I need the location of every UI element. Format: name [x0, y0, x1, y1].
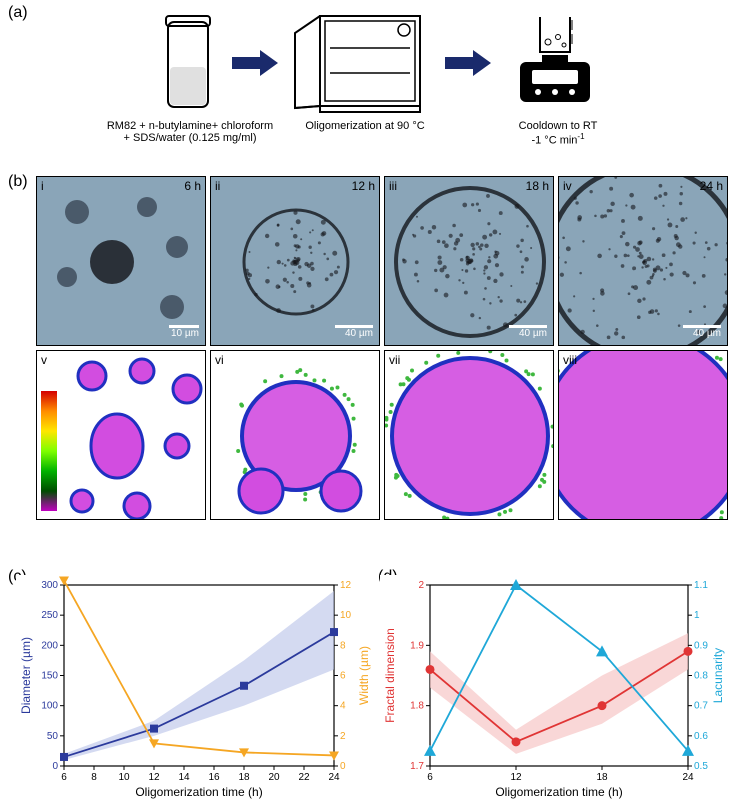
svg-text:18: 18 — [238, 772, 250, 783]
svg-text:1.8: 1.8 — [410, 701, 424, 712]
svg-text:0: 0 — [52, 761, 58, 772]
svg-text:250: 250 — [41, 610, 58, 621]
svg-text:24: 24 — [682, 772, 694, 783]
svg-text:1.5: 1.5 — [59, 474, 71, 483]
svg-text:24: 24 — [328, 772, 340, 783]
svg-text:8: 8 — [340, 640, 346, 651]
micrograph-ii: ii12 h40 µm — [210, 176, 380, 346]
svg-text:2.0: 2.0 — [59, 502, 71, 511]
svg-text:20: 20 — [268, 772, 280, 783]
svg-text:16: 16 — [208, 772, 220, 783]
svg-text:1: 1 — [694, 610, 700, 621]
svg-text:0.6: 0.6 — [694, 731, 708, 742]
fractal-vii: vii — [384, 350, 554, 520]
svg-text:200: 200 — [41, 640, 58, 651]
svg-text:0: 0 — [340, 761, 346, 772]
svg-text:50: 50 — [47, 731, 59, 742]
svg-text:4: 4 — [340, 701, 346, 712]
svg-text:0.9: 0.9 — [694, 640, 708, 651]
panel-b-label: (b) — [8, 173, 28, 191]
vial-icon — [158, 12, 218, 117]
svg-text:0.5: 0.5 — [694, 761, 708, 772]
svg-text:22: 22 — [298, 772, 310, 783]
svg-text:0.5: 0.5 — [59, 418, 71, 427]
panel-a-label: (a) — [8, 4, 28, 22]
svg-text:8: 8 — [91, 772, 97, 783]
svg-text:10: 10 — [118, 772, 130, 783]
svg-text:0: 0 — [59, 390, 64, 399]
svg-text:18: 18 — [596, 772, 608, 783]
svg-text:6: 6 — [61, 772, 67, 783]
svg-text:12: 12 — [510, 772, 522, 783]
svg-text:Fractal dimension: Fractal dimension — [383, 628, 397, 723]
svg-text:300: 300 — [41, 580, 58, 591]
svg-text:14: 14 — [178, 772, 190, 783]
chart-d: 6 12 18 24 1.7 1.8 1.9 2 0.5 0.6 0.7 0.8 0.9 1 1.1 Olig… — [380, 575, 730, 800]
svg-text:Width (µm): Width (µm) — [357, 646, 371, 705]
svg-text:Oligomerization time (h): Oligomerization time (h) — [135, 785, 262, 799]
svg-text:10: 10 — [340, 610, 352, 621]
svg-text:Lacunarity: Lacunarity — [711, 648, 725, 703]
svg-text:150: 150 — [41, 671, 58, 682]
svg-text:12: 12 — [148, 772, 160, 783]
svg-text:100: 100 — [41, 701, 58, 712]
svg-text:1.1: 1.1 — [694, 580, 708, 591]
micrograph-iii: iii18 h40 µm — [384, 176, 554, 346]
svg-text:1.0: 1.0 — [59, 446, 71, 455]
arrow-1 — [232, 50, 278, 81]
chart-c: 6810121416182022240501001502002503000246… — [16, 575, 376, 800]
svg-text:0.7: 0.7 — [694, 701, 708, 712]
svg-text:0.8: 0.8 — [694, 671, 708, 682]
micrograph-iv: iv24 h40 µm — [558, 176, 728, 346]
vial-caption: RM82 + n-butylamine+ chloroform + SDS/wa… — [90, 120, 290, 144]
oven-icon — [290, 8, 430, 123]
fractal-vi: vi — [210, 350, 380, 520]
svg-text:6: 6 — [427, 772, 433, 783]
fractal-viii: viii — [558, 350, 728, 520]
oven-caption: Oligomerization at 90 °C — [290, 120, 440, 132]
svg-text:Oligomerization time (h): Oligomerization time (h) — [495, 785, 622, 799]
micrograph-i: i6 h10 µm — [36, 176, 206, 346]
svg-text:Diameter (µm): Diameter (µm) — [19, 637, 33, 714]
svg-text:1.7: 1.7 — [410, 761, 424, 772]
arrow-2 — [445, 50, 491, 81]
svg-text:2: 2 — [418, 580, 424, 591]
fractal-v: 00.51.01.52.0v — [36, 350, 206, 520]
svg-text:1.9: 1.9 — [410, 640, 424, 651]
scale-icon — [510, 12, 600, 127]
scale-caption: Cooldown to RT -1 °C min-1 — [488, 120, 628, 147]
svg-text:12: 12 — [340, 580, 352, 591]
svg-text:6: 6 — [340, 671, 346, 682]
svg-text:2: 2 — [340, 731, 346, 742]
